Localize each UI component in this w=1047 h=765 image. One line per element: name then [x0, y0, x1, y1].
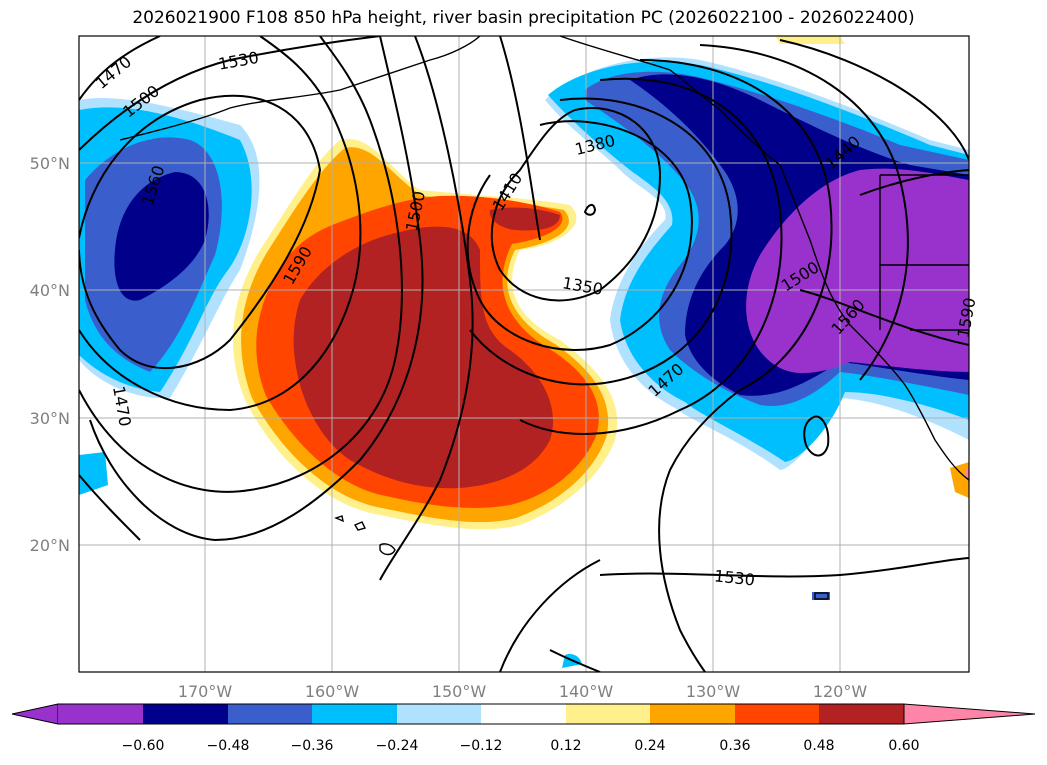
colorbar-tick: −0.24	[376, 738, 419, 754]
colorbar-segment	[481, 704, 566, 724]
lat-label: 40°N	[30, 281, 70, 300]
lon-label: 140°W	[559, 682, 614, 701]
colorbar-segment	[312, 704, 397, 724]
height-contours	[79, 36, 969, 672]
graticule	[79, 36, 969, 672]
contour-label: 1350	[561, 273, 604, 299]
latitude-labels: 50°N 40°N 30°N 20°N	[30, 154, 70, 555]
colorbar-tick: 0.12	[550, 738, 581, 754]
map-plot-area	[79, 36, 969, 672]
colorbar-segment	[819, 704, 904, 724]
colorbar-tick: 0.24	[634, 738, 665, 754]
colorbar-tick: −0.36	[291, 738, 334, 754]
lon-label: 130°W	[686, 682, 741, 701]
lon-label: 120°W	[813, 682, 868, 701]
colorbar-segment	[650, 704, 735, 724]
colorbar-tick: 0.60	[888, 738, 919, 754]
contour-label: 1530	[217, 48, 260, 74]
longitude-labels: 170°W 160°W 150°W 140°W 130°W 120°W	[178, 682, 868, 701]
lon-label: 160°W	[305, 682, 360, 701]
colorbar-tick: 0.48	[803, 738, 834, 754]
lat-label: 20°N	[30, 536, 70, 555]
lon-label: 150°W	[432, 682, 487, 701]
colorbar-tick: 0.36	[719, 738, 750, 754]
coastlines	[119, 36, 969, 600]
colorbar-extend-max	[903, 703, 1036, 725]
colorbar-segment	[397, 704, 481, 724]
precip-negative-fields	[79, 36, 969, 668]
map-title: 2026021900 F108 850 hPa height, river ba…	[132, 8, 915, 28]
contour-label: 1530	[713, 566, 755, 589]
colorbar-tick: −0.48	[207, 738, 250, 754]
map-frame	[78, 35, 970, 673]
colorbar-segment	[735, 704, 819, 724]
colorbar-segment	[566, 704, 650, 724]
colorbar-tick: −0.60	[122, 738, 165, 754]
colorbar-extend-min	[11, 703, 59, 725]
lat-label: 50°N	[30, 154, 70, 173]
lat-label: 30°N	[30, 409, 70, 428]
lon-label: 170°W	[178, 682, 233, 701]
colorbar-segment	[58, 704, 143, 724]
colorbar: −0.60 −0.48 −0.36 −0.24 −0.12 0.12 0.24 …	[11, 703, 1036, 754]
precip-positive-fields	[233, 138, 969, 530]
colorbar-tick: −0.12	[460, 738, 503, 754]
contour-label: 1470	[92, 52, 135, 93]
colorbar-segment	[143, 704, 228, 724]
colorbar-segment	[228, 704, 312, 724]
